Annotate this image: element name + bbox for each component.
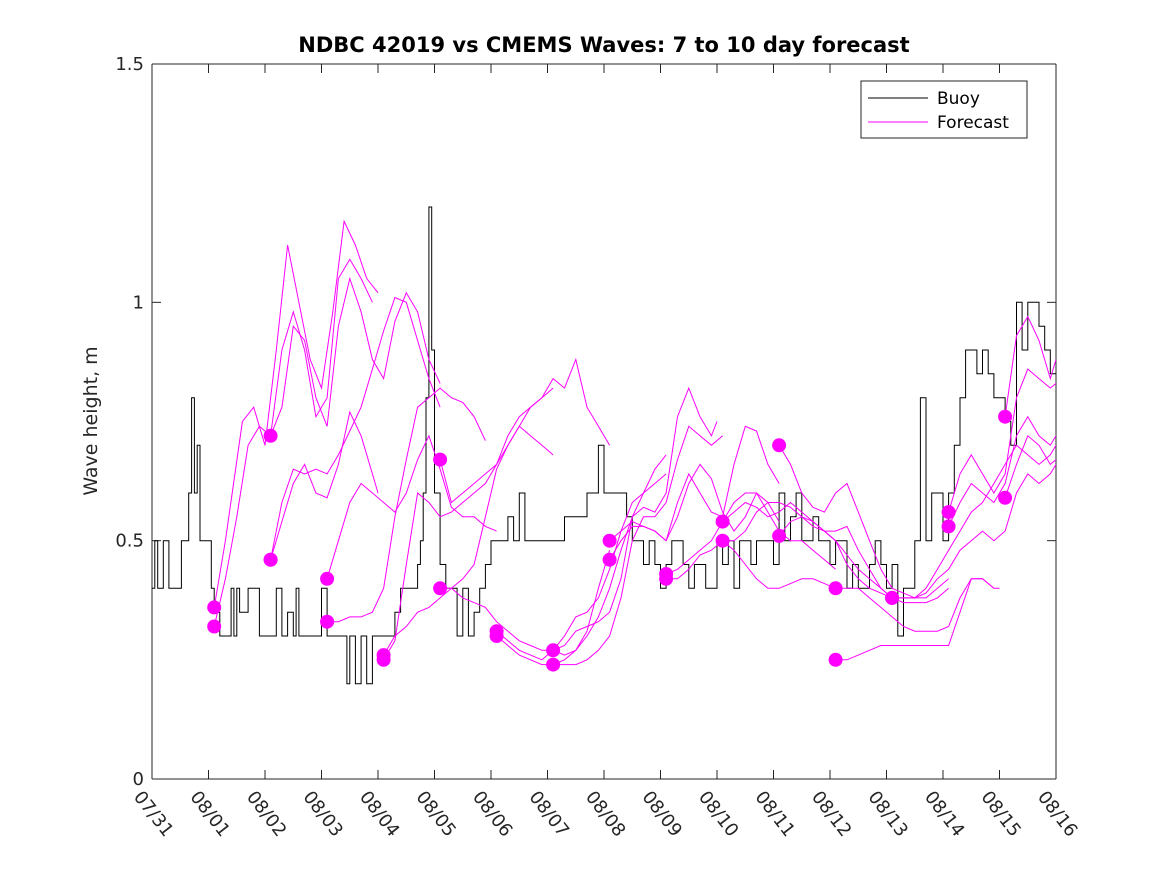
x-tick-label: 07/31	[129, 787, 177, 841]
forecast-start-marker-19	[659, 571, 674, 586]
forecast-start-marker-27	[885, 590, 900, 605]
x-tick-label: 08/06	[468, 787, 516, 841]
x-tick-label: 08/09	[638, 787, 686, 841]
buoy-series-line	[152, 206, 1056, 685]
forecast-series-line-24	[835, 578, 995, 632]
forecast-start-marker-20	[715, 514, 730, 529]
forecast-start-marker-21	[715, 533, 730, 548]
x-tick-label: 08/15	[977, 787, 1025, 841]
axes-layer	[151, 63, 1057, 780]
forecast-series-line-2	[213, 258, 373, 627]
forecast-start-marker-30	[998, 409, 1013, 424]
forecast-layer	[207, 219, 1057, 672]
forecast-series-line-11	[440, 550, 611, 656]
x-tick-label: 08/08	[581, 787, 629, 841]
forecast-series-line-13	[496, 454, 667, 666]
forecast-series-line-12	[496, 473, 667, 661]
forecast-series-line-6	[326, 434, 497, 579]
forecast-series-line-1	[213, 219, 379, 608]
forecast-start-marker-1	[207, 600, 222, 615]
x-tick-label: 08/13	[864, 787, 912, 841]
forecast-start-marker-13	[489, 629, 504, 643]
forecast-series-line-20	[722, 501, 893, 599]
forecast-start-marker-3	[263, 428, 278, 443]
forecast-start-marker-6	[320, 571, 335, 586]
y-tick-label: 0.5	[115, 531, 144, 552]
forecast-series-line-30	[1004, 315, 1057, 417]
forecast-start-marker-22	[772, 438, 787, 453]
x-tick-label: 08/05	[412, 787, 460, 841]
forecast-start-marker-14	[546, 643, 561, 658]
forecast-series-line-21	[722, 502, 893, 599]
legend: Buoy Forecast	[860, 80, 1028, 139]
forecast-start-marker-7	[320, 614, 335, 629]
forecast-start-marker-2	[207, 619, 222, 634]
forecast-start-marker-9	[376, 652, 391, 667]
x-tick-label: 08/16	[1033, 787, 1081, 841]
forecast-start-marker-25	[828, 652, 843, 667]
forecast-start-marker-31	[998, 490, 1013, 505]
forecast-series-line-9	[383, 387, 554, 661]
x-tick-label: 08/01	[186, 787, 234, 841]
forecast-series-line-15	[553, 425, 723, 666]
forecast-series-line-25	[835, 578, 1000, 661]
legend-buoy-label: Buoy	[937, 89, 980, 109]
forecast-series-line-5	[270, 410, 379, 560]
x-tick-label: 08/04	[355, 787, 403, 841]
chart-title: NDBC 42019 vs CMEMS Waves: 7 to 10 day f…	[298, 33, 909, 57]
legend-forecast-label: Forecast	[937, 113, 1009, 133]
y-tick-label: 1	[133, 292, 144, 313]
forecast-series-line-28	[948, 368, 1057, 513]
plot-area	[152, 64, 1056, 779]
x-tick-label: 08/14	[920, 787, 968, 841]
buoy-layer	[152, 206, 1056, 685]
forecast-start-marker-29	[941, 519, 956, 534]
forecast-start-marker-17	[602, 552, 617, 567]
forecast-series-line-16	[609, 425, 780, 542]
forecast-series-line-8	[383, 425, 554, 656]
forecast-series-line-19	[666, 540, 836, 589]
y-tick-label: 0	[133, 769, 144, 790]
forecast-series-line-29	[948, 415, 1057, 527]
forecast-series-line-14	[552, 386, 718, 651]
x-tick-label: 08/12	[807, 787, 855, 841]
forecast-series-line-23	[778, 516, 949, 604]
forecast-start-marker-15	[546, 657, 561, 672]
x-tick-label: 08/03	[299, 787, 347, 841]
forecast-series-line-26	[892, 444, 1057, 599]
x-tick-label: 08/02	[242, 787, 290, 841]
forecast-start-marker-28	[941, 505, 956, 520]
y-axis-label: Wave height, m	[80, 346, 102, 495]
forecast-start-marker-5	[263, 552, 278, 567]
forecast-start-marker-23	[772, 528, 787, 543]
forecast-series-line-7	[327, 387, 486, 623]
forecast-series-line-31	[1004, 434, 1057, 498]
forecast-series-line-18	[665, 492, 836, 575]
forecast-series-line-27	[892, 464, 1057, 599]
y-tick-label: 1.5	[115, 54, 144, 75]
forecast-series-line-3	[270, 276, 441, 436]
forecast-start-marker-16	[602, 533, 617, 548]
legend-box	[860, 80, 1028, 139]
forecast-start-marker-24	[828, 581, 843, 596]
x-tick-label: 08/07	[525, 787, 573, 841]
forecast-start-marker-10	[433, 452, 448, 467]
x-tick-label: 08/10	[694, 787, 742, 841]
forecast-series-line-4	[270, 296, 441, 560]
forecast-series-line-10	[439, 357, 611, 504]
forecast-series-line-22	[778, 445, 949, 599]
forecast-start-marker-11	[433, 581, 448, 596]
x-tick-label: 08/11	[751, 787, 799, 841]
